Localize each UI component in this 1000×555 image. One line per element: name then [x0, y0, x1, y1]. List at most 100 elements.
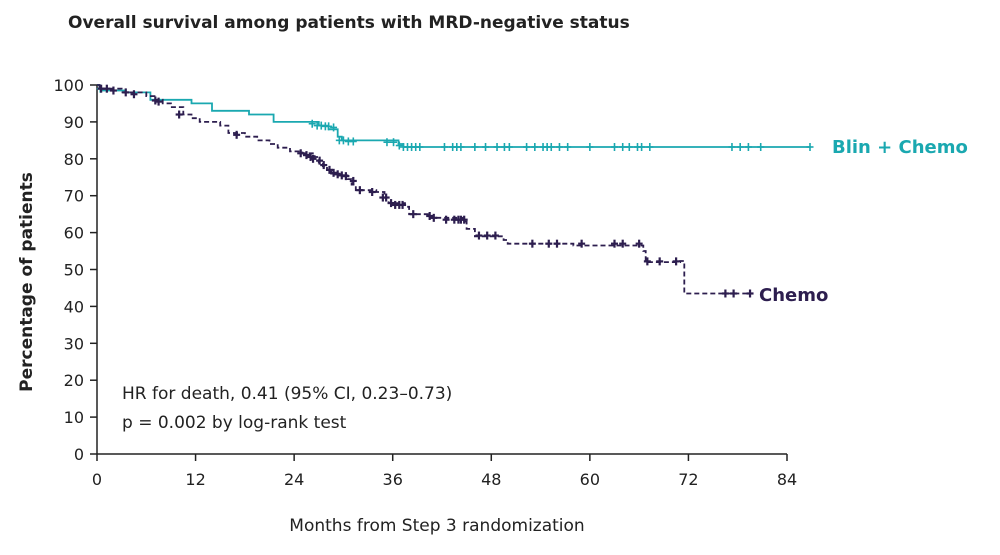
censor-mark [491, 231, 499, 240]
censor-mark [646, 142, 654, 151]
y-tick-label: 10 [64, 408, 84, 427]
series-blin-chemo [96, 84, 814, 151]
censor-mark [806, 142, 814, 151]
censor-mark [103, 84, 111, 93]
censor-mark [564, 142, 572, 151]
censor-mark [368, 188, 376, 197]
x-axis: 0 12 24 36 48 60 72 84 [92, 453, 797, 489]
censor-mark [635, 239, 643, 248]
censor-mark [555, 142, 563, 151]
censor-mark [395, 141, 403, 150]
censor-mark [302, 151, 310, 160]
censor-mark [625, 142, 633, 151]
y-tick-label: 60 [64, 224, 84, 243]
y-tick-label: 0 [74, 445, 84, 464]
censor-mark [611, 142, 618, 151]
censor-mark [383, 138, 391, 147]
censor-mark [330, 168, 338, 177]
x-axis-title: Months from Step 3 randomization [289, 516, 584, 536]
censor-mark [399, 200, 407, 209]
series-label-blin-chemo: Blin + Chemo [832, 137, 968, 158]
x-tick-label: 60 [580, 470, 600, 489]
censor-mark [643, 257, 651, 266]
censor-mark [325, 165, 333, 174]
censor-mark [505, 142, 513, 151]
censor-mark [757, 142, 765, 151]
censor-mark [297, 149, 305, 158]
x-tick-label: 24 [284, 470, 304, 489]
x-tick-label: 0 [92, 470, 102, 489]
censor-mark [334, 170, 342, 179]
annotation-p-value: p = 0.002 by log-rank test [122, 413, 347, 433]
y-tick-label: 20 [64, 371, 84, 390]
series-chemo [97, 84, 754, 298]
y-axis-title: Percentage of patients [17, 172, 37, 392]
censor-mark [730, 289, 738, 298]
x-tick-label: 36 [383, 470, 403, 489]
censor-mark [155, 97, 163, 106]
x-tick-label: 12 [185, 470, 205, 489]
censor-mark [457, 142, 465, 151]
censor-mark [233, 130, 241, 139]
censor-mark [442, 215, 450, 224]
series-layer [96, 84, 814, 298]
y-tick-label: 50 [64, 261, 84, 280]
censor-mark [387, 199, 395, 208]
censor-mark [416, 142, 424, 151]
y-tick-label: 90 [64, 113, 84, 132]
censor-mark [531, 142, 539, 151]
censor-mark [330, 123, 338, 132]
censor-mark [309, 154, 317, 163]
censor-mark [656, 257, 664, 266]
annotation-hr: HR for death, 0.41 (95% CI, 0.23–0.73) [122, 384, 452, 404]
y-tick-label: 100 [53, 76, 84, 95]
y-axis: 0 10 20 30 40 50 60 70 80 90 100 [53, 76, 98, 464]
x-tick-label: 84 [777, 470, 797, 489]
censor-mark [325, 122, 333, 131]
censor-mark [130, 90, 138, 99]
y-tick-label: 80 [64, 150, 84, 169]
censor-mark [744, 142, 752, 151]
censor-mark [728, 142, 736, 151]
censor-mark [426, 211, 434, 220]
censor-mark [611, 239, 618, 248]
censor-mark [483, 231, 491, 240]
censor-mark [356, 186, 364, 195]
censor-mark [619, 239, 627, 248]
censor-mark [349, 137, 357, 146]
censor-mark [430, 213, 438, 222]
censor-mark [471, 142, 479, 151]
censor-mark [409, 210, 417, 219]
censor-mark [482, 142, 490, 151]
y-tick-label: 40 [64, 297, 84, 316]
censor-mark [339, 136, 347, 145]
censor-mark [736, 142, 744, 151]
censor-mark [390, 138, 398, 147]
censor-mark [553, 239, 561, 248]
censor-mark [320, 161, 328, 170]
censor-mark [638, 142, 646, 151]
series-label-chemo: Chemo [759, 285, 828, 306]
censor-mark [460, 215, 468, 224]
curve-chemo [97, 84, 750, 295]
censor-mark [440, 142, 448, 151]
chart-title: Overall survival among patients with MRD… [68, 13, 630, 33]
censor-mark [475, 231, 483, 240]
censor-mark [619, 142, 627, 151]
y-tick-label: 30 [64, 334, 84, 353]
censor-mark [308, 119, 316, 128]
y-tick-label: 70 [64, 187, 84, 206]
censor-mark [342, 172, 350, 181]
censor-mark [721, 289, 729, 298]
censor-mark [316, 156, 324, 165]
censor-mark [349, 176, 357, 185]
x-tick-label: 48 [481, 470, 501, 489]
censor-mark [109, 86, 117, 95]
censor-mark [523, 142, 531, 151]
censor-mark [545, 239, 553, 248]
censor-mark [586, 142, 594, 151]
censor-mark [493, 142, 501, 151]
censor-mark [382, 193, 390, 202]
censor-mark [175, 110, 183, 119]
